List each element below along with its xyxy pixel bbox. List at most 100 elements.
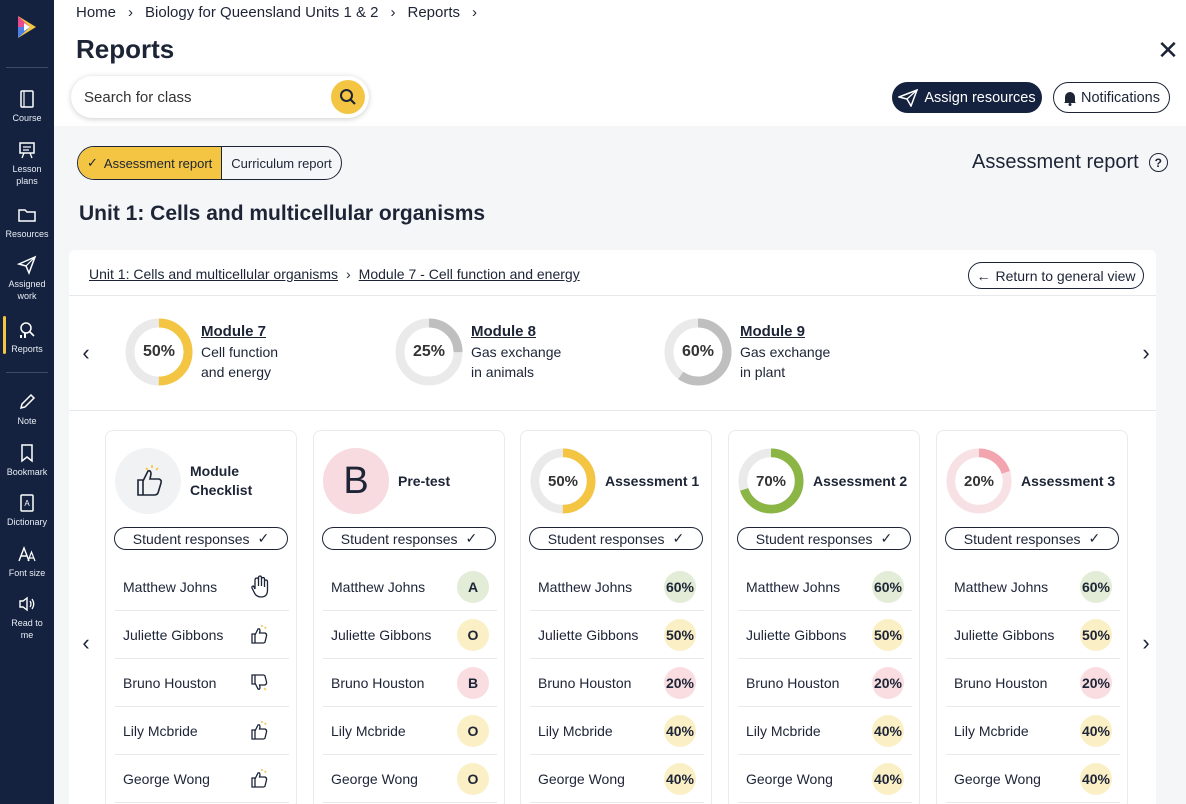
sidebar-item-label: Lesson plans — [12, 164, 42, 186]
table-row[interactable]: Juliette Gibbons — [115, 611, 289, 659]
font-size-icon — [18, 546, 36, 562]
sidebar-item-course[interactable]: Course — [0, 89, 54, 124]
table-row[interactable]: Matthew Johns 60% — [738, 563, 912, 611]
table-row[interactable]: George Wong 40% — [946, 755, 1120, 803]
raised-hand-icon — [247, 574, 273, 600]
svg-text:A: A — [24, 499, 30, 508]
breadcrumb-home[interactable]: Home — [76, 4, 117, 21]
sidebar-item-assigned-work[interactable]: Assigned work — [0, 255, 54, 302]
tab-curriculum-report[interactable]: Curriculum report — [222, 147, 340, 179]
assessment-card-assessment-1: 50% Assessment 1 Student responses ✓ Mat… — [520, 430, 712, 804]
sidebar-item-read-to-me[interactable]: Read to me — [0, 594, 54, 641]
table-row[interactable]: Juliette Gibbons O — [323, 611, 497, 659]
sidebar-item-label: Reports — [11, 344, 43, 354]
close-icon[interactable]: ✕ — [1157, 35, 1179, 65]
search-button[interactable] — [331, 80, 365, 114]
module-progress-donut: 50% — [125, 318, 193, 386]
table-row[interactable]: Bruno Houston 20% — [738, 659, 912, 707]
student-responses-button[interactable]: Student responses ✓ — [945, 527, 1119, 550]
table-row[interactable]: Juliette Gibbons 50% — [946, 611, 1120, 659]
breadcrumb: Home › Biology for Queensland Units 1 & … — [76, 4, 479, 21]
student-name: Lily Mcbride — [538, 722, 613, 739]
table-row[interactable]: George Wong 40% — [530, 755, 704, 803]
module-title[interactable]: Module 9 — [740, 323, 806, 340]
module-title[interactable]: Module 7 — [201, 323, 267, 340]
module-9-summary[interactable]: 60% Module 9 Gas exchange in plant — [664, 318, 832, 386]
modules-next-arrow[interactable]: › — [1142, 340, 1150, 365]
table-row[interactable]: George Wong 40% — [738, 755, 912, 803]
help-icon[interactable]: ? — [1148, 153, 1168, 172]
table-row[interactable]: George Wong O — [323, 755, 497, 803]
paper-plane-icon — [17, 255, 37, 275]
score-badge: 40% — [1080, 762, 1112, 795]
score-badge: 40% — [1080, 714, 1112, 747]
table-row[interactable]: Lily Mcbride — [115, 707, 289, 755]
check-icon: ✓ — [257, 530, 270, 546]
grade-badge: O — [457, 714, 489, 747]
table-row[interactable]: Bruno Houston 20% — [530, 659, 704, 707]
sidebar-item-lesson-plans[interactable]: Lesson plans — [0, 140, 54, 187]
student-responses-label: Student responses — [340, 530, 458, 547]
table-row[interactable]: Lily Mcbride 40% — [530, 707, 704, 755]
sidebar-item-dictionary[interactable]: A Dictionary — [0, 493, 54, 528]
score-badge: 40% — [664, 762, 696, 795]
breadcrumb-course[interactable]: Biology for Queensland Units 1 & 2 — [145, 4, 379, 21]
table-row[interactable]: Bruno Houston — [115, 659, 289, 707]
sidebar-item-reports[interactable]: Reports — [0, 316, 54, 355]
thumbs-up-sparkle-icon — [115, 448, 181, 514]
table-row[interactable]: George Wong — [115, 755, 289, 803]
check-icon: ✓ — [465, 530, 478, 546]
student-responses-button[interactable]: Student responses ✓ — [114, 527, 288, 550]
page-title: Reports — [76, 34, 175, 64]
module-title[interactable]: Module 8 — [471, 323, 537, 340]
presentation-icon — [19, 142, 35, 159]
sidebar-item-font-size[interactable]: Font size — [0, 544, 54, 579]
table-row[interactable]: Juliette Gibbons 50% — [738, 611, 912, 659]
student-name: George Wong — [746, 770, 833, 787]
table-row[interactable]: Bruno Houston 20% — [946, 659, 1120, 707]
module-percent: 60% — [681, 343, 715, 360]
sidebar-item-bookmark[interactable]: Bookmark — [0, 443, 54, 478]
cards-prev-arrow[interactable]: ‹ — [82, 630, 90, 655]
search-input[interactable]: Search for class — [71, 76, 369, 118]
breadcrumb-reports[interactable]: Reports — [407, 4, 461, 21]
table-row[interactable]: Matthew Johns 60% — [946, 563, 1120, 611]
sidebar-item-resources[interactable]: Resources — [0, 205, 54, 240]
module-subtitle-1: Gas exchange — [740, 344, 831, 360]
breadcrumb-module[interactable]: Module 7 - Cell function and energy — [358, 266, 580, 282]
table-row[interactable]: Matthew Johns 60% — [530, 563, 704, 611]
student-responses-label: Student responses — [132, 530, 250, 547]
tab-assessment-report[interactable]: ✓ Assessment report — [78, 147, 223, 179]
check-icon: ✓ — [672, 530, 685, 546]
return-to-general-view-button[interactable]: ← Return to general view — [968, 262, 1144, 289]
table-row[interactable]: Matthew Johns A — [323, 563, 497, 611]
module-8-summary[interactable]: 25% Module 8 Gas exchange in animals — [395, 318, 563, 386]
sidebar-item-label: Font size — [8, 568, 46, 578]
check-icon: ✓ — [87, 155, 98, 170]
logo-icon — [18, 16, 36, 38]
table-row[interactable]: Lily Mcbride O — [323, 707, 497, 755]
assign-resources-button[interactable]: Assign resources — [892, 82, 1042, 113]
assessment-progress-donut: 70% — [738, 448, 804, 514]
modules-prev-arrow[interactable]: ‹ — [82, 340, 90, 365]
sidebar-item-note[interactable]: Note — [0, 392, 54, 427]
table-row[interactable]: Matthew Johns — [115, 563, 289, 611]
cards-next-arrow[interactable]: › — [1142, 630, 1150, 655]
table-row[interactable]: Bruno Houston B — [323, 659, 497, 707]
table-row[interactable]: Lily Mcbride 40% — [946, 707, 1120, 755]
student-name: Lily Mcbride — [954, 722, 1029, 739]
search-icon — [340, 89, 356, 105]
breadcrumb-unit[interactable]: Unit 1: Cells and multicellular organism… — [89, 266, 338, 282]
student-responses-button[interactable]: Student responses ✓ — [322, 527, 496, 550]
student-list: Matthew Johns 60% Juliette Gibbons 50% Bru… — [946, 563, 1120, 803]
table-row[interactable]: Lily Mcbride 40% — [738, 707, 912, 755]
student-responses-label: Student responses — [547, 530, 665, 547]
main-content: ✓ Assessment report Curriculum report As… — [54, 126, 1186, 804]
module-7-summary[interactable]: 50% Module 7 Cell function and energy — [125, 318, 293, 386]
table-row[interactable]: Juliette Gibbons 50% — [530, 611, 704, 659]
notifications-button[interactable]: Notifications — [1053, 82, 1170, 113]
module-subtitle-2: and energy — [201, 364, 272, 380]
module-progress-donut: 60% — [664, 318, 732, 386]
student-responses-button[interactable]: Student responses ✓ — [737, 527, 911, 550]
student-responses-button[interactable]: Student responses ✓ — [529, 527, 703, 550]
